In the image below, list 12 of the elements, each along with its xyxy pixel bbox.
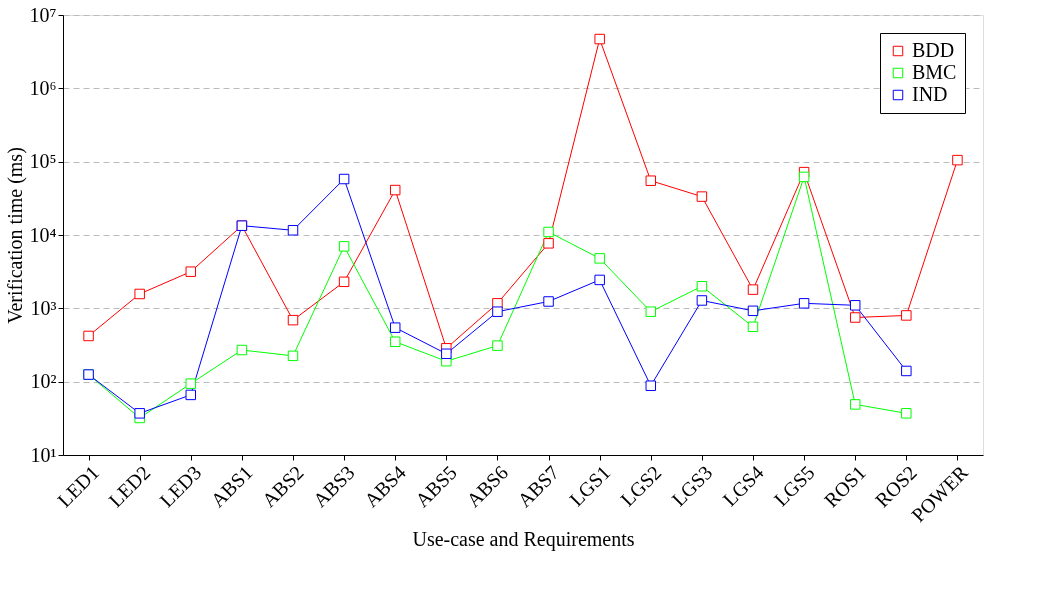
y-tick-label: 10⁶ — [29, 76, 57, 99]
y-tick-label: 10⁴ — [29, 223, 57, 246]
legend-label: IND — [912, 83, 948, 105]
y-tick-label: 10¹ — [30, 443, 57, 466]
y-tick-label: 10³ — [30, 296, 57, 319]
legend-label: BDD — [912, 39, 955, 61]
y-tick-label: 10⁵ — [29, 150, 57, 173]
y-tick-label: 10² — [30, 370, 57, 393]
legend-label: BMC — [912, 61, 957, 83]
y-axis-title: Verification time (ms) — [3, 147, 27, 324]
y-tick-label: 10⁷ — [29, 3, 57, 26]
x-axis-title: Use-case and Requirements — [412, 528, 635, 552]
